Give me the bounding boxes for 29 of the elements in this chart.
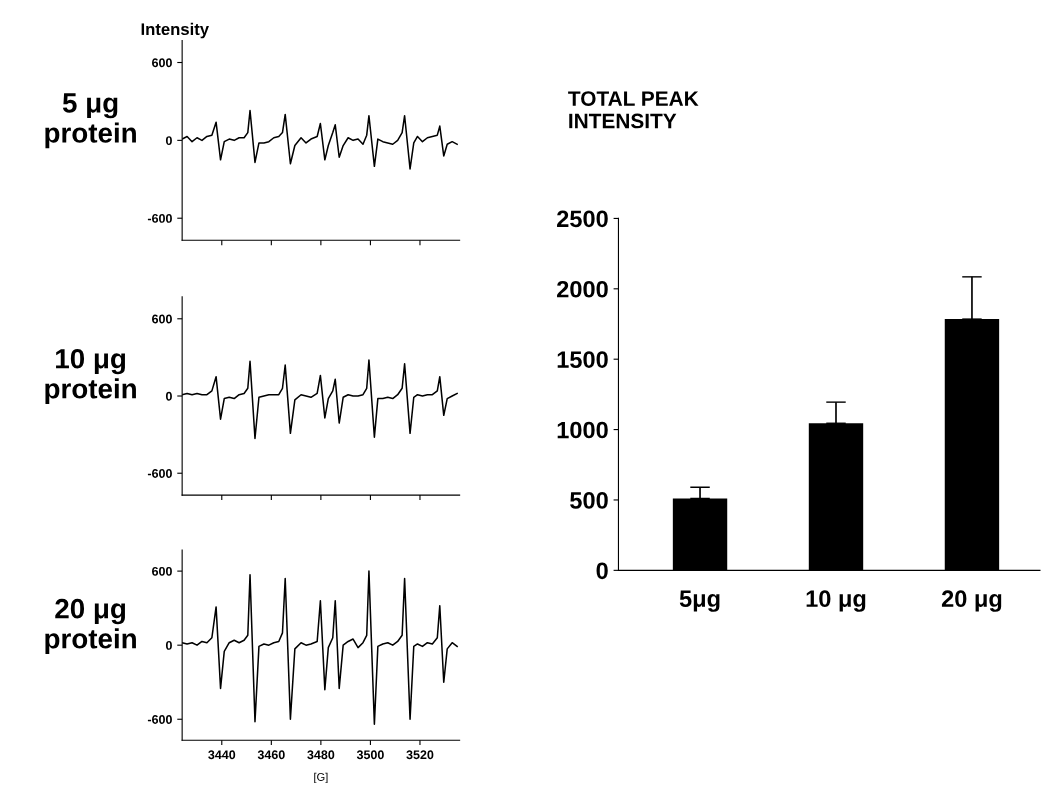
x-tick-label: 3460 <box>257 750 285 760</box>
x-tick-label: 3480 <box>307 750 335 760</box>
x-tick-label: 3520 <box>406 750 434 760</box>
y-tick-label: 600 <box>152 314 172 324</box>
chart-title: Intensity <box>141 22 209 39</box>
x-tick-label: 5μg <box>679 590 720 612</box>
y-axis-title: 20 μg protein <box>45 598 136 655</box>
y-tick-label: 2500 <box>557 210 608 228</box>
y-tick-label: 0 <box>165 136 172 146</box>
y-tick-label: -600 <box>147 469 172 478</box>
y-tick-label: -600 <box>147 715 172 724</box>
x-tick-label: 3500 <box>356 750 384 760</box>
y-tick-label: 0 <box>165 640 172 650</box>
x-axis-title: [G] <box>314 772 328 784</box>
x-tick-label: 3440 <box>208 750 236 760</box>
y-tick-label: 1500 <box>557 351 608 368</box>
y-tick-label: 1000 <box>557 421 608 439</box>
y-tick-label: 500 <box>570 492 608 509</box>
y-tick-label: 0 <box>596 562 608 580</box>
y-tick-label: 600 <box>152 566 172 576</box>
y-tick-label: 600 <box>152 58 172 68</box>
y-tick-label: -600 <box>147 214 172 223</box>
y-axis-title: 5 μg protein <box>45 93 136 149</box>
y-tick-label: 0 <box>165 391 172 401</box>
y-axis-title: 10 μg protein <box>45 348 136 405</box>
chart-title: TOTAL PEAK INTENSITY <box>568 91 699 129</box>
x-tick-label: 20 μg <box>941 590 1002 612</box>
x-tick-label: 10 μg <box>806 590 866 612</box>
y-tick-label: 2000 <box>557 280 608 298</box>
